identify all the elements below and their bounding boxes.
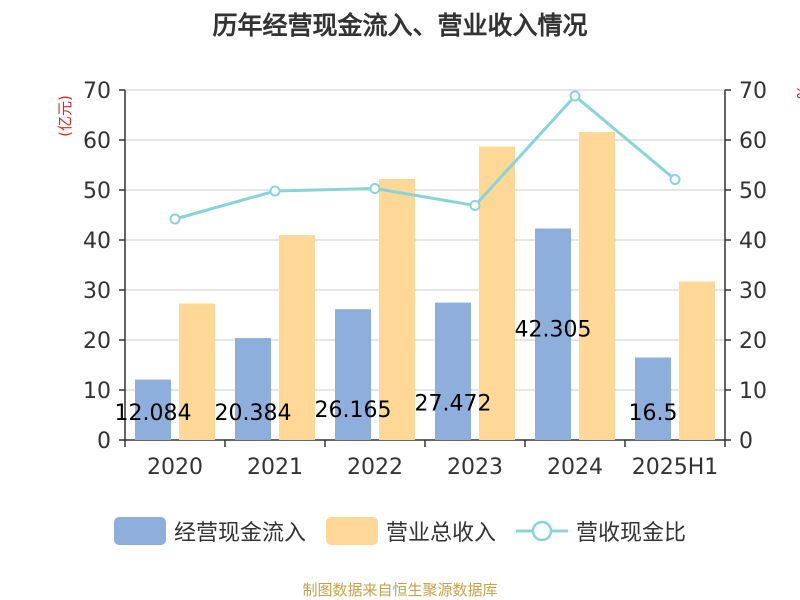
y-tick-label-right: 50 bbox=[739, 179, 767, 204]
bar-revenue bbox=[179, 303, 215, 440]
point-cash-ratio bbox=[669, 174, 681, 185]
y-tick-label-right: 60 bbox=[739, 129, 767, 154]
bar-revenue bbox=[679, 281, 715, 440]
bar-cash-inflow bbox=[335, 309, 371, 440]
y-tick-label-right: 30 bbox=[739, 279, 767, 304]
data-label-cash-inflow: 20.384 bbox=[215, 401, 292, 426]
bar-cash-inflow bbox=[535, 228, 571, 440]
bar-revenue bbox=[579, 132, 615, 440]
y-tick-label-left: 70 bbox=[83, 79, 111, 104]
legend: 经营现金流入 营业总收入 营收现金比 bbox=[0, 515, 800, 547]
bar-revenue bbox=[279, 235, 315, 440]
legend-swatch-cash-inflow bbox=[113, 517, 166, 545]
y-tick-label-right: 40 bbox=[739, 229, 767, 254]
x-tick-label: 2022 bbox=[347, 455, 403, 480]
bar-cash-inflow bbox=[435, 302, 471, 440]
y-tick-label-left: 40 bbox=[83, 229, 111, 254]
x-tick-label: 2024 bbox=[547, 455, 603, 480]
bar-cash-inflow bbox=[635, 357, 671, 440]
point-cash-ratio bbox=[469, 200, 481, 211]
y-tick-label-left: 0 bbox=[97, 429, 111, 454]
chart-title: 历年经营现金流入、营业收入情况 bbox=[212, 11, 588, 40]
data-label-cash-inflow: 42.305 bbox=[515, 317, 592, 342]
point-cash-ratio bbox=[169, 213, 181, 225]
data-label-cash-inflow: 26.165 bbox=[315, 398, 392, 423]
x-tick-label: 2020 bbox=[147, 455, 203, 480]
bar-revenue bbox=[379, 179, 415, 440]
legend-swatch-cash-ratio bbox=[516, 520, 568, 542]
legend-label-revenue: 营业总收入 bbox=[385, 521, 496, 546]
y-axis-label-left: (亿元) bbox=[56, 95, 74, 137]
point-cash-ratio bbox=[269, 185, 281, 197]
y-tick-label-right: 20 bbox=[739, 329, 767, 354]
y-tick-label-right: 10 bbox=[739, 379, 767, 404]
legend-item-cash-inflow[interactable]: 经营现金流入 bbox=[113, 515, 306, 547]
data-label-cash-inflow: 27.472 bbox=[415, 392, 492, 417]
y-tick-label-left: 30 bbox=[83, 279, 111, 304]
y-tick-label-left: 50 bbox=[83, 179, 111, 204]
legend-label-cash-inflow: 经营现金流入 bbox=[173, 521, 306, 546]
y-tick-label-left: 20 bbox=[83, 329, 111, 354]
y-tick-label-left: 60 bbox=[83, 129, 111, 154]
y-tick-label-right: 0 bbox=[739, 429, 753, 454]
x-tick-label: 2021 bbox=[247, 455, 303, 480]
data-label-cash-inflow: 16.5 bbox=[629, 401, 678, 426]
point-cash-ratio bbox=[369, 183, 381, 194]
bar-cash-inflow bbox=[235, 338, 271, 440]
legend-label-cash-ratio: 营收现金比 bbox=[576, 521, 687, 546]
bar-cash-inflow bbox=[135, 379, 171, 440]
legend-item-revenue[interactable]: 营业总收入 bbox=[325, 515, 496, 547]
x-tick-label: 2025H1 bbox=[632, 455, 719, 480]
point-cash-ratio bbox=[569, 90, 581, 102]
legend-swatch-revenue bbox=[325, 517, 378, 545]
y-tick-label-right: 70 bbox=[739, 79, 767, 104]
source-note: 制图数据来自恒生聚源数据库 bbox=[302, 581, 498, 599]
x-tick-label: 2023 bbox=[447, 455, 503, 480]
y-axis-label-right: % bbox=[793, 85, 800, 99]
legend-item-cash-ratio[interactable]: 营收现金比 bbox=[516, 515, 686, 547]
data-label-cash-inflow: 12.084 bbox=[115, 401, 192, 426]
line-cash-ratio bbox=[174, 93, 676, 221]
y-tick-label-left: 10 bbox=[83, 379, 111, 404]
